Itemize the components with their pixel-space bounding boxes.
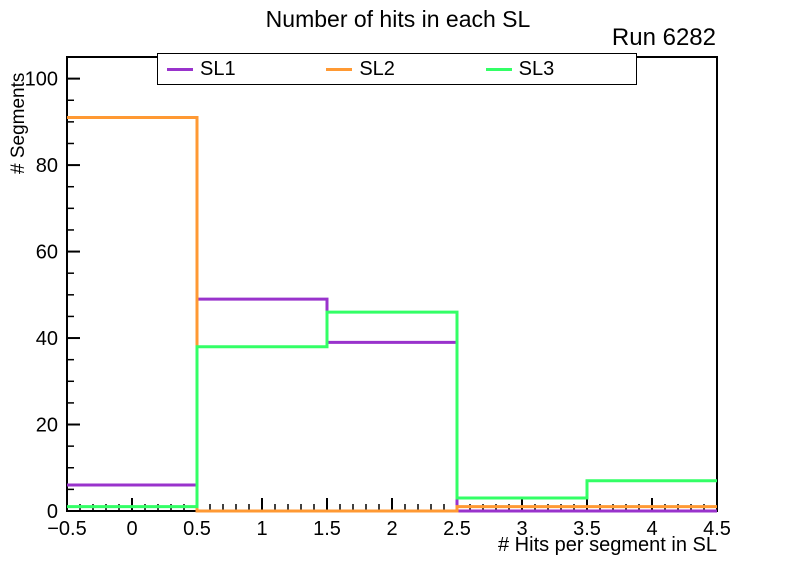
y-tick-label: 80 [36, 155, 58, 177]
series-sl1 [67, 297, 717, 513]
plot-frame [66, 56, 718, 512]
legend-label-sl2: SL2 [359, 58, 395, 80]
x-tick-label: 4.5 [703, 518, 731, 540]
legend-entry-sl2: SL2 [317, 59, 476, 79]
x-tick-label: 3.5 [573, 518, 601, 540]
legend-swatch-sl3 [485, 67, 512, 71]
series-sl3 [67, 310, 717, 509]
legend-label-sl3: SL3 [518, 58, 555, 80]
y-tick-label: 0 [47, 501, 58, 523]
y-tick-label: 60 [36, 242, 58, 264]
legend-entry-sl1: SL1 [158, 59, 317, 79]
legend-entry-sl3: SL3 [477, 59, 636, 79]
x-tick-label: 2 [386, 518, 397, 540]
legend-swatch-sl1 [167, 67, 193, 71]
x-tick-label: 0 [126, 518, 137, 540]
legend-box: SL1 SL2 SL3 [157, 53, 637, 85]
run-number-label: Run 6282 [611, 24, 716, 51]
chart-title: Number of hits in each SL [265, 6, 531, 32]
y-tick-label: 20 [36, 415, 58, 437]
x-tick-label: 2.5 [443, 518, 471, 540]
x-tick-label: 0.5 [183, 518, 211, 540]
x-tick-label: 1.5 [313, 518, 341, 540]
x-tick-label: 1 [256, 518, 267, 540]
y-axis-title: # Segments [8, 72, 29, 174]
x-tick-label: 3 [516, 518, 527, 540]
y-tick-label: 100 [25, 69, 58, 91]
x-axis-title: # Hits per segment in SL [498, 534, 717, 556]
legend-label-sl1: SL1 [200, 58, 236, 80]
legend-swatch-sl2 [326, 67, 353, 71]
x-tick-label: −0.5 [47, 518, 86, 540]
y-tick-label: 40 [36, 328, 58, 350]
series-sl2 [67, 116, 717, 513]
x-tick-label: 4 [646, 518, 657, 540]
